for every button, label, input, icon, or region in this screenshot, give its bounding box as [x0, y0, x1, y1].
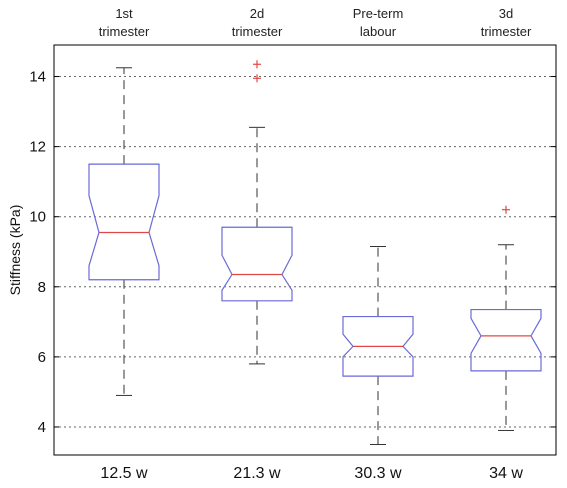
- y-tick-label-4: 4: [38, 419, 46, 436]
- top-label-3-1: trimester: [481, 24, 532, 39]
- bottom-label-0: 12.5 w: [100, 465, 148, 482]
- bottom-label-2: 30.3 w: [354, 465, 402, 482]
- top-label-0-0: 1st: [115, 6, 133, 21]
- top-labels: 1st trimester 2d trimester Pre-term labour 3d t…: [99, 6, 532, 39]
- box-group-2: [342, 245, 414, 445]
- bottom-label-3: 34 w: [489, 465, 523, 482]
- boxes: [88, 60, 542, 445]
- notched-box-2: [342, 315, 414, 377]
- outlier-3-0: [502, 205, 510, 214]
- top-label-1-1: trimester: [232, 24, 283, 39]
- notched-box-1: [221, 226, 293, 302]
- top-label-0-1: trimester: [99, 24, 150, 39]
- bottom-label-1: 21.3 w: [233, 465, 281, 482]
- notched-box-3: [470, 308, 542, 372]
- top-label-1-0: 2d: [250, 6, 264, 21]
- box-group-0: [88, 67, 160, 396]
- outlier-1-0: [253, 74, 261, 83]
- grid-lines: [54, 76, 556, 428]
- y-tick-label-12: 12: [29, 139, 46, 156]
- top-label-3-0: 3d: [499, 6, 513, 21]
- y-tick-label-6: 6: [38, 349, 46, 366]
- notched-box-0: [88, 163, 160, 281]
- top-label-2-1: labour: [360, 24, 397, 39]
- y-tick-label-14: 14: [29, 69, 46, 86]
- plot-frame: [53, 44, 557, 456]
- box-group-3: [470, 205, 542, 431]
- box-group-1: [221, 60, 293, 365]
- y-tick-label-10: 10: [29, 209, 46, 226]
- outlier-1-1: [253, 60, 261, 69]
- y-tick-label-8: 8: [38, 279, 46, 296]
- top-label-2-0: Pre-term: [353, 6, 404, 21]
- bottom-labels: 12.5 w 21.3 w 30.3 w 34 w: [100, 465, 523, 482]
- y-axis-ticks: 4 6 8 10 12 14: [29, 69, 556, 436]
- y-axis-label: Stiffness (kPa): [7, 205, 23, 296]
